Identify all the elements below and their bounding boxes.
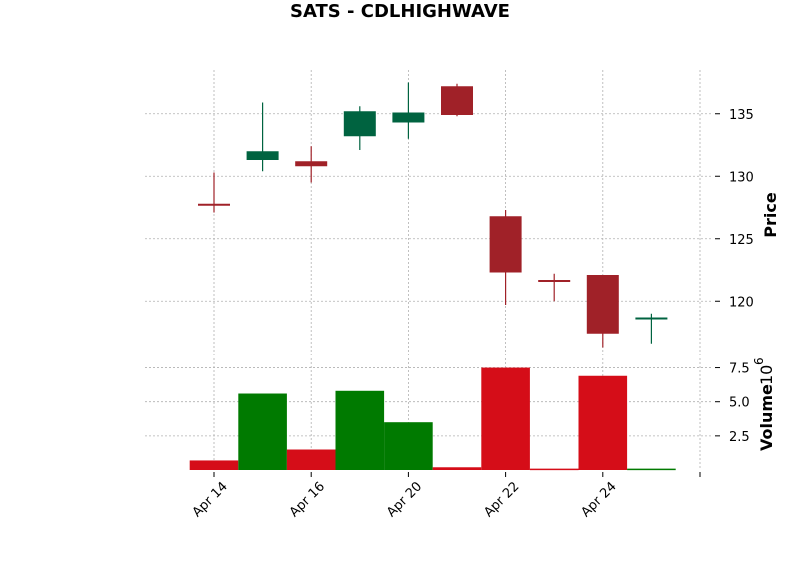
volume-tick-label: 5.0 xyxy=(729,396,750,411)
volume-bar xyxy=(189,460,239,470)
x-tick-label: Apr 24 xyxy=(578,479,619,520)
candle-body xyxy=(392,112,425,123)
candles xyxy=(198,82,668,348)
volume-bar xyxy=(481,367,530,470)
volume-exponent: 6 xyxy=(752,357,766,365)
candle-body xyxy=(343,111,376,137)
volume-axis-label-group: Volume 10 6 xyxy=(752,357,776,451)
candle-body xyxy=(441,86,473,115)
price-tick-label: 135 xyxy=(729,108,754,123)
volume-bar xyxy=(384,422,433,470)
volume-bar xyxy=(335,390,385,470)
x-tick-label: Apr 20 xyxy=(384,479,425,520)
candle-body xyxy=(538,280,571,282)
x-tick-label: Apr 16 xyxy=(287,479,328,520)
volume-bar xyxy=(529,468,579,471)
volume-bar xyxy=(238,393,287,470)
candle-body xyxy=(489,216,522,273)
price-grid xyxy=(145,70,713,355)
volume-exponent-base: 10 xyxy=(757,365,776,385)
volume-axis-label: Volume xyxy=(757,384,776,451)
volume-bar xyxy=(286,449,336,470)
volume-bars xyxy=(189,367,676,471)
candle-body xyxy=(586,275,619,334)
chart-title: SATS - CDLHIGHWAVE xyxy=(290,1,510,22)
candle-body xyxy=(635,317,668,320)
price-axis-ticks: 120 125 130 135 xyxy=(715,108,754,310)
price-tick-label: 130 xyxy=(729,170,754,185)
volume-axis-ticks: 2.5 5.0 7.5 xyxy=(715,362,750,445)
volume-tick-label: 7.5 xyxy=(729,362,750,377)
candle-body xyxy=(246,151,279,160)
volume-bar xyxy=(432,467,482,470)
candle-body xyxy=(295,161,328,167)
x-tick-label: Apr 14 xyxy=(190,479,231,520)
volume-bar xyxy=(627,468,676,471)
candle-body xyxy=(198,203,230,206)
volume-tick-label: 2.5 xyxy=(729,430,750,445)
x-tick-label: Apr 22 xyxy=(481,479,522,520)
price-tick-label: 125 xyxy=(729,233,754,248)
volume-bar xyxy=(578,375,628,470)
price-axis-label: Price xyxy=(761,192,780,238)
price-tick-label: 120 xyxy=(729,295,754,310)
x-axis-ticks: Apr 14 Apr 16 Apr 20 Apr 22 Apr 24 xyxy=(190,472,701,520)
